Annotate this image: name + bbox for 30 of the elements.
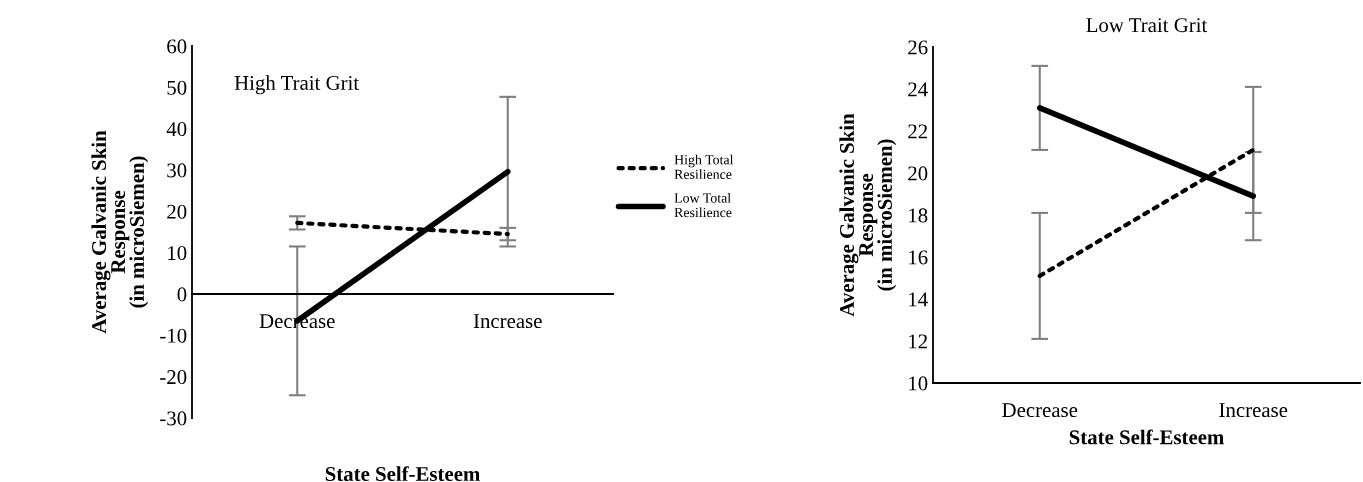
text: High Trait Grit xyxy=(234,75,360,95)
y-tick-label: -10 xyxy=(160,328,187,343)
y-tick-label: 20 xyxy=(167,204,187,219)
y-tick-label: 20 xyxy=(908,166,928,181)
y-tick-label: 18 xyxy=(909,208,928,223)
y-tick-label: 16 xyxy=(909,250,928,265)
y-tick-label: 12 xyxy=(909,334,927,349)
legend-label: High Total Resilience xyxy=(674,154,734,179)
x-tick-label: Decrease xyxy=(1002,403,1078,418)
x-axis-title: State Self-Esteem xyxy=(1069,429,1224,445)
y-tick-label: -20 xyxy=(160,370,187,385)
y-tick-label: 50 xyxy=(167,80,187,95)
x-tick-label: Increase xyxy=(1219,403,1288,418)
y-axis-title: Average Galvanic Skin Response (in microSiemen) xyxy=(839,113,897,317)
y-tick-label: 26 xyxy=(908,40,928,55)
y-tick-label: -30 xyxy=(160,411,187,426)
y-tick-label: 60 xyxy=(167,39,187,54)
y-tick-label: 10 xyxy=(909,376,928,391)
chart-title: Low Trait Grit xyxy=(1086,18,1208,33)
y-tick-label: 24 xyxy=(908,82,928,97)
y-tick-label: 0 xyxy=(177,287,187,302)
y-axis-title: Average Galvanic Skin Response (in microSiemen) xyxy=(91,130,149,334)
x-axis-title: State Self-Esteem xyxy=(325,466,480,482)
legend-label: Low Total Resilience xyxy=(674,192,732,218)
y-tick-label: 14 xyxy=(909,292,928,307)
y-tick-label: 30 xyxy=(167,163,187,178)
y-tick-label: 10 xyxy=(168,246,187,261)
y-tick-label: 22 xyxy=(908,124,927,139)
y-tick-label: 40 xyxy=(166,122,187,137)
x-tick-label: Increase xyxy=(473,314,542,329)
